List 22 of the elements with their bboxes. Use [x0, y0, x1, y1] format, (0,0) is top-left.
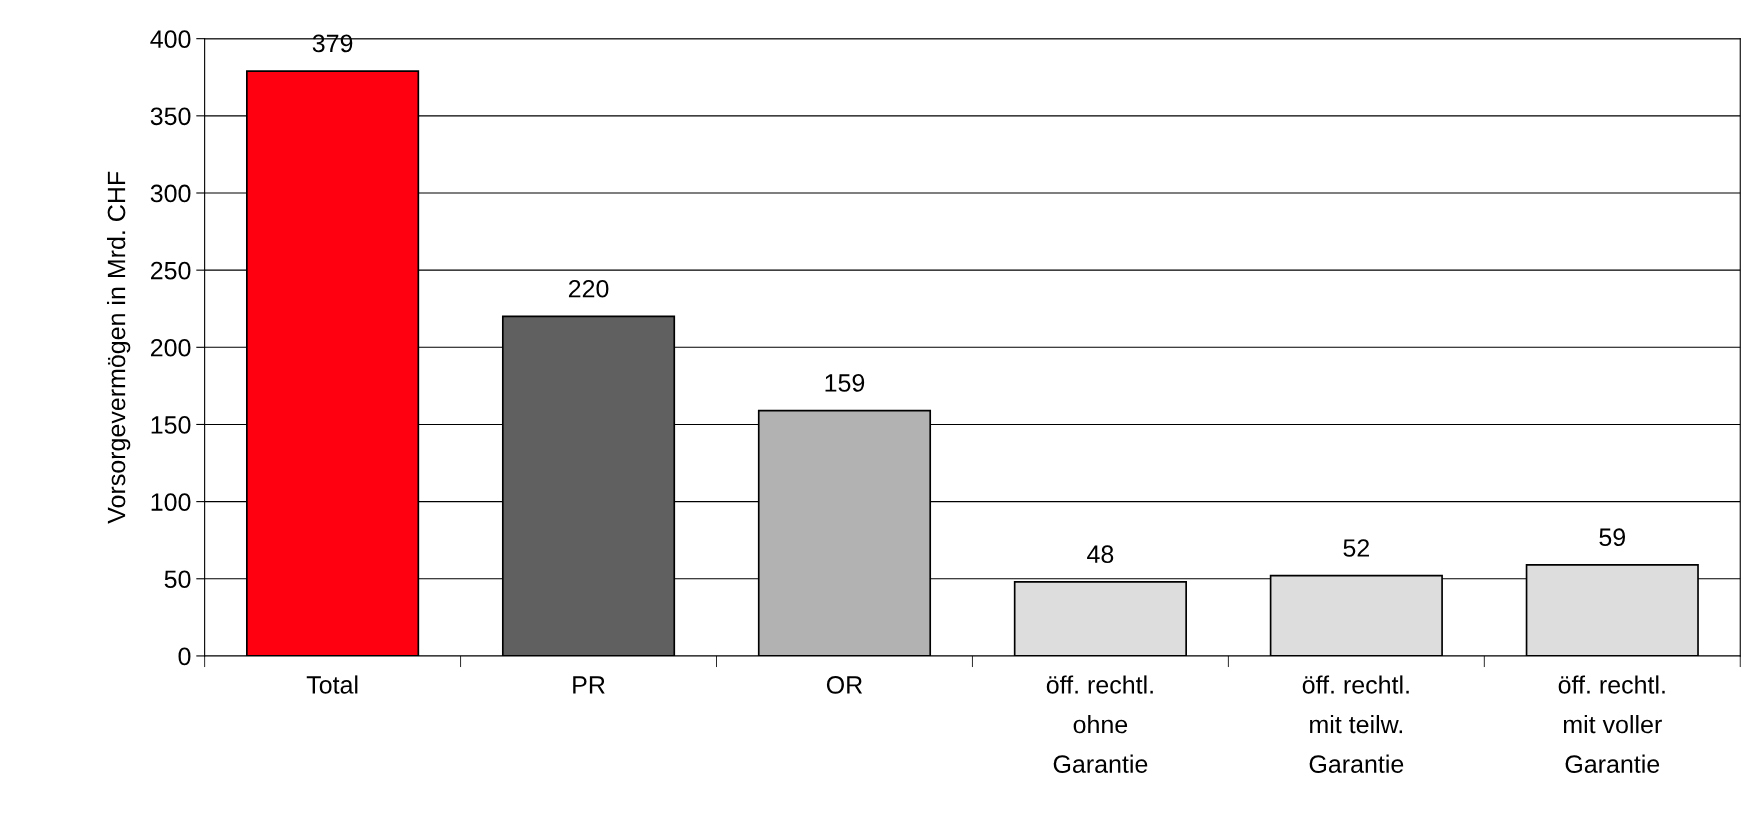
data-label: 52: [1343, 539, 1369, 557]
data-label: 59: [1599, 528, 1626, 547]
y-axis-title: Vorsorgevermögen in Mrd. CHF: [106, 171, 131, 524]
data-label: 159: [825, 374, 865, 392]
y-tick-label: 0: [178, 647, 191, 666]
y-tick-label: 350: [150, 107, 191, 126]
x-tick-label: PR: [573, 676, 605, 694]
x-tick-label: öff. rechtl. mit teilw. Garantie: [1302, 675, 1409, 773]
x-tick-label: OR: [826, 676, 863, 694]
x-tick-label: öff. rechtl. ohne Garantie: [1046, 675, 1153, 773]
x-tick-label: öff. rechtl. mit voller Garantie: [1558, 675, 1665, 773]
y-tick-label: 300: [150, 184, 191, 203]
data-label: 48: [1087, 545, 1114, 564]
x-tick-label: Total: [306, 675, 358, 694]
data-label: 220: [568, 279, 609, 298]
y-tick-label: 200: [150, 338, 191, 357]
y-tick-label: 150: [151, 416, 191, 434]
y-tick-label: 250: [150, 261, 191, 280]
data-label: 379: [312, 34, 353, 53]
y-tick-label: 400: [150, 30, 191, 48]
y-tick-label: 50: [164, 570, 191, 589]
y-tick-label: 100: [151, 493, 191, 511]
